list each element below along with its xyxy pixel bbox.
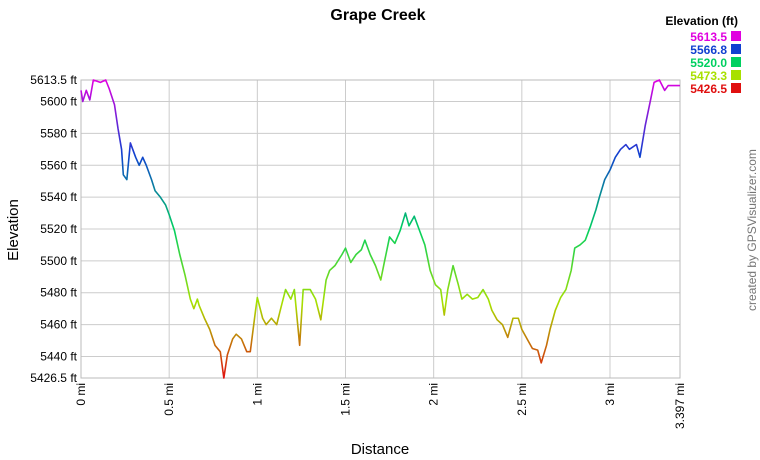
legend-swatch (731, 70, 741, 80)
y-tick-label: 5560 ft (40, 158, 77, 172)
y-tick-label: 5580 ft (40, 126, 77, 140)
legend-label: 5520.0 (690, 56, 727, 70)
x-tick-label: 0.5 mi (162, 383, 176, 416)
plot-border (80, 79, 681, 379)
x-axis-label: Distance (351, 441, 409, 458)
legend-swatch (731, 83, 741, 93)
x-tick-label: 0 mi (74, 383, 88, 406)
y-tick-label: 5480 ft (40, 286, 77, 300)
legend-swatch (731, 44, 741, 54)
legend-swatch (731, 31, 741, 41)
x-tick-label: 3 mi (603, 383, 617, 406)
y-axis-label: Elevation (5, 199, 22, 261)
y-tick-label: 5520 ft (40, 222, 77, 236)
y-tick-label: 5613.5 ft (30, 73, 77, 87)
x-tick-label: 2 mi (427, 383, 441, 406)
y-tick-label: 5426.5 ft (30, 371, 77, 385)
elevation-line (80, 79, 680, 379)
x-tick-label: 2.5 mi (515, 383, 529, 416)
x-tick-label: 1.5 mi (338, 383, 352, 416)
credit: created by GPSVisualizer.com (745, 149, 759, 311)
legend-title: Elevation (ft) (665, 14, 738, 28)
x-tick-label: 3.397 mi (673, 383, 687, 429)
legend-label: 5426.5 (690, 82, 727, 96)
y-tick-label: 5460 ft (40, 318, 77, 332)
y-tick-label: 5540 ft (40, 190, 77, 204)
x-tick-label: 1 mi (250, 383, 264, 406)
legend-swatch (731, 57, 741, 67)
legend-label: 5566.8 (690, 43, 727, 57)
y-tick-label: 5600 ft (40, 95, 77, 109)
chart-title: Grape Creek (330, 7, 425, 24)
legend-label: 5613.5 (690, 30, 727, 44)
legend-label: 5473.3 (690, 69, 727, 83)
y-tick-label: 5500 ft (40, 254, 77, 268)
y-tick-label: 5440 ft (40, 349, 77, 363)
